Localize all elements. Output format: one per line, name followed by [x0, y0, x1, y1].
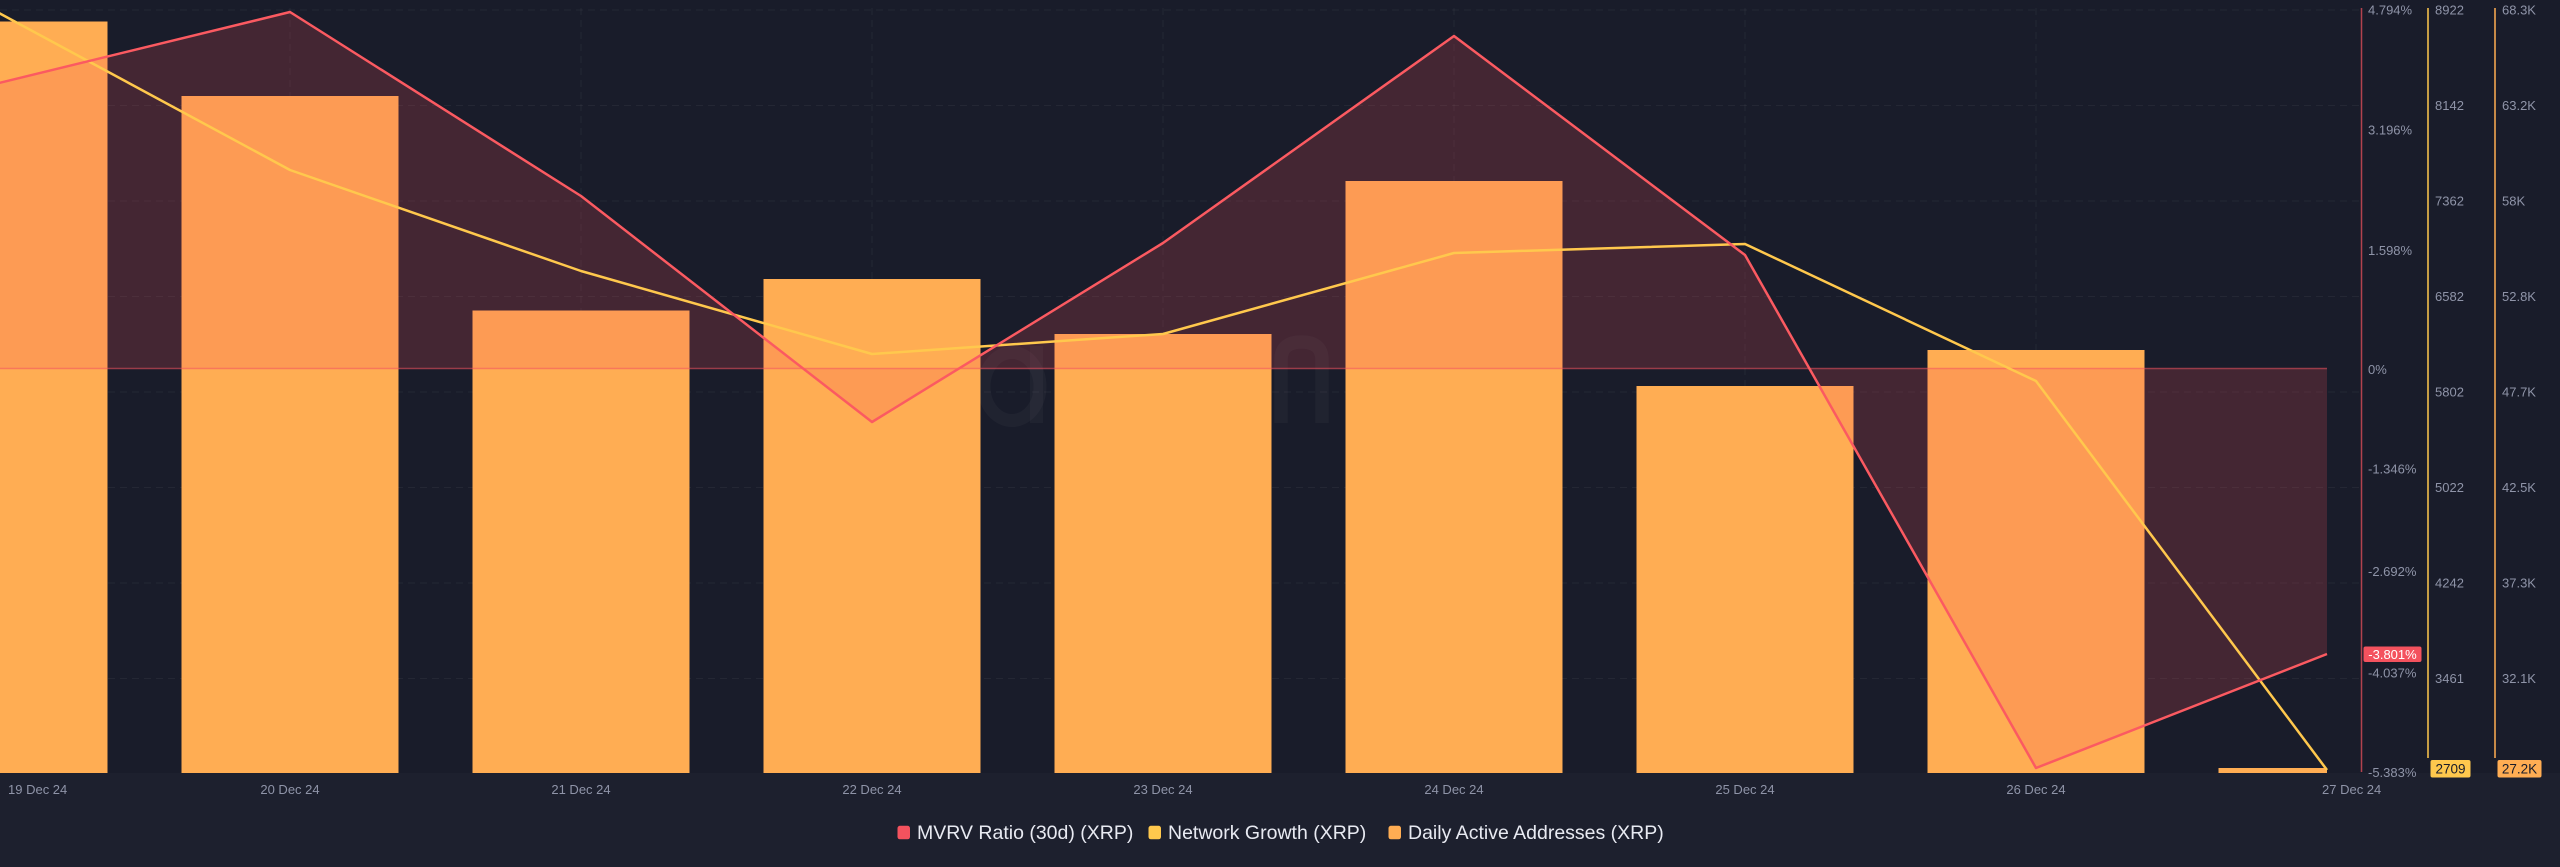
svg-text:1.598%: 1.598% [2368, 243, 2413, 258]
svg-text:25 Dec 24: 25 Dec 24 [1715, 782, 1774, 797]
svg-text:27.2K: 27.2K [2502, 762, 2537, 777]
svg-text:-3.801%: -3.801% [2368, 647, 2417, 662]
svg-text:4.794%: 4.794% [2368, 3, 2413, 18]
svg-text:5022: 5022 [2435, 480, 2464, 495]
svg-text:63.2K: 63.2K [2502, 98, 2536, 113]
svg-text:8922: 8922 [2435, 3, 2464, 18]
svg-text:-2.692%: -2.692% [2368, 564, 2417, 579]
svg-text:-4.037%: -4.037% [2368, 666, 2417, 681]
svg-text:MVRV Ratio (30d) (XRP): MVRV Ratio (30d) (XRP) [917, 822, 1133, 844]
svg-text:68.3K: 68.3K [2502, 3, 2536, 18]
svg-text:24 Dec 24: 24 Dec 24 [1424, 782, 1483, 797]
svg-text:8142: 8142 [2435, 98, 2464, 113]
svg-text:3.196%: 3.196% [2368, 123, 2413, 138]
svg-text:2709: 2709 [2435, 762, 2465, 777]
svg-text:23 Dec 24: 23 Dec 24 [1133, 782, 1192, 797]
svg-text:7362: 7362 [2435, 194, 2464, 209]
svg-text:6582: 6582 [2435, 289, 2464, 304]
svg-text:58K: 58K [2502, 194, 2525, 209]
svg-text:19 Dec 24: 19 Dec 24 [8, 782, 67, 797]
svg-text:0%: 0% [2368, 362, 2387, 377]
svg-text:32.1K: 32.1K [2502, 671, 2536, 686]
svg-text:5802: 5802 [2435, 385, 2464, 400]
svg-text:21 Dec 24: 21 Dec 24 [551, 782, 610, 797]
svg-text:-1.346%: -1.346% [2368, 462, 2417, 477]
svg-text:27 Dec 24: 27 Dec 24 [2322, 782, 2381, 797]
svg-text:3461: 3461 [2435, 671, 2464, 686]
svg-text:4242: 4242 [2435, 576, 2464, 591]
svg-text:26 Dec 24: 26 Dec 24 [2006, 782, 2065, 797]
svg-text:42.5K: 42.5K [2502, 480, 2536, 495]
svg-text:20 Dec 24: 20 Dec 24 [260, 782, 319, 797]
svg-text:Daily Active Addresses (XRP): Daily Active Addresses (XRP) [1408, 822, 1664, 844]
svg-text:Network Growth (XRP): Network Growth (XRP) [1168, 822, 1366, 844]
svg-text:52.8K: 52.8K [2502, 289, 2536, 304]
svg-text:47.7K: 47.7K [2502, 385, 2536, 400]
svg-text:22 Dec 24: 22 Dec 24 [842, 782, 901, 797]
svg-text:-5.383%: -5.383% [2368, 765, 2417, 780]
svg-text:37.3K: 37.3K [2502, 576, 2536, 591]
